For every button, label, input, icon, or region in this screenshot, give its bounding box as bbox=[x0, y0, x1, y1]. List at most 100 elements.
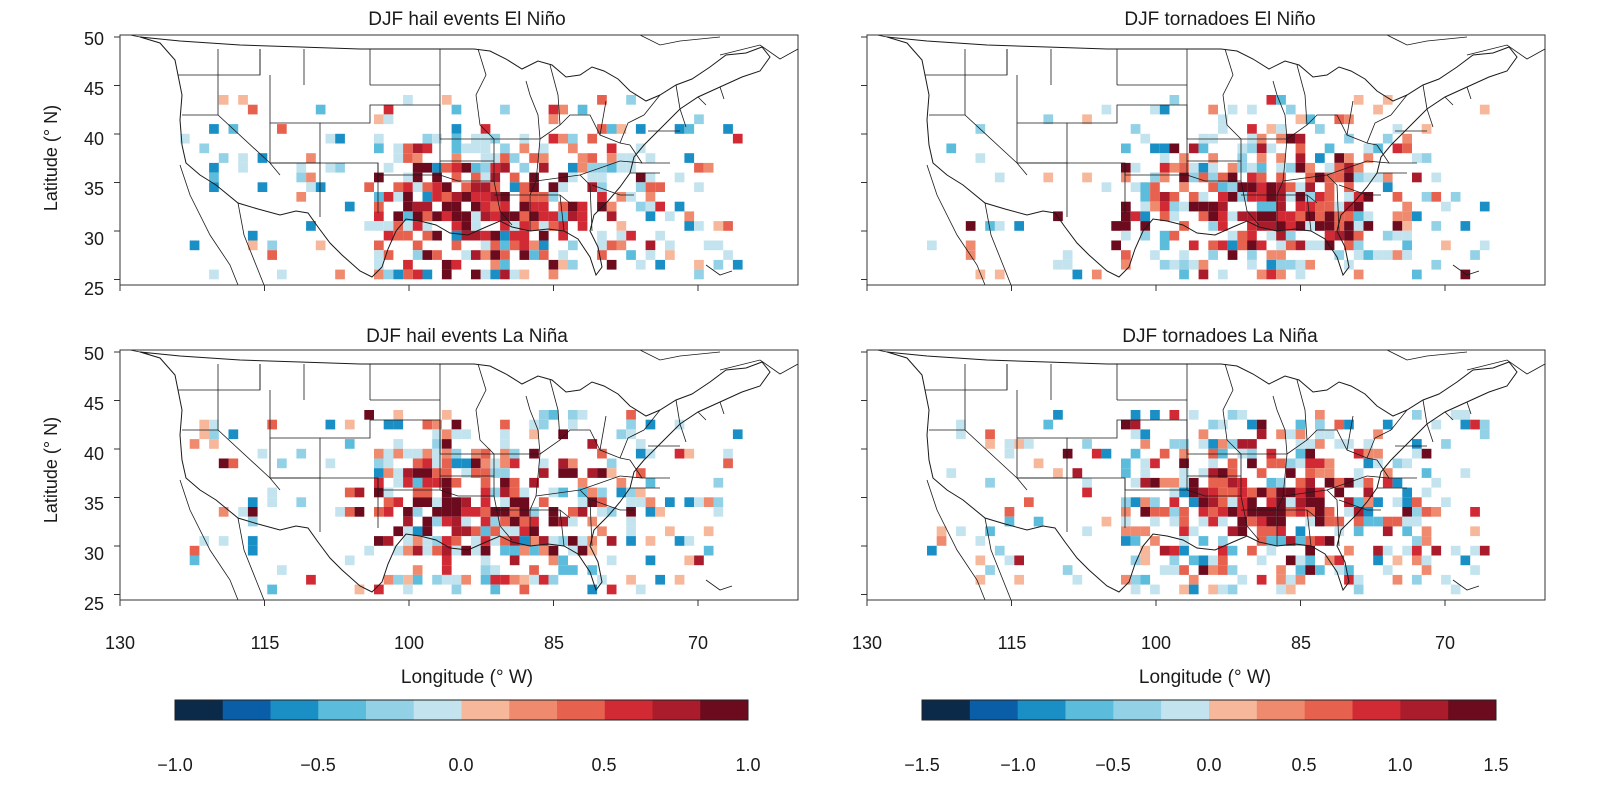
grid-cell bbox=[1266, 487, 1277, 498]
grid-cell bbox=[1266, 269, 1277, 280]
grid-cell bbox=[538, 497, 549, 507]
grid-cell bbox=[616, 429, 627, 440]
grid-cell bbox=[684, 555, 695, 566]
grid-cell bbox=[606, 458, 617, 469]
grid-cell bbox=[1227, 545, 1238, 556]
grid-cell bbox=[1140, 133, 1151, 144]
grid-cell bbox=[635, 201, 646, 212]
lon-tick-label: 130 bbox=[105, 633, 135, 653]
grid-cell bbox=[1227, 507, 1238, 517]
grid-cell bbox=[441, 269, 452, 280]
grid-cell bbox=[461, 182, 471, 192]
grid-cell bbox=[325, 162, 336, 173]
grid-cell bbox=[1150, 143, 1160, 154]
grid-cell bbox=[1392, 192, 1403, 202]
grid-cell bbox=[1402, 526, 1412, 537]
grid-cell bbox=[1247, 162, 1257, 173]
grid-cell bbox=[1382, 95, 1393, 105]
grid-cell bbox=[1392, 574, 1403, 585]
grid-cell bbox=[1130, 574, 1141, 585]
grid-cell bbox=[1130, 410, 1141, 420]
grid-cell bbox=[500, 230, 510, 241]
grid-cell bbox=[451, 211, 462, 222]
grid-cell bbox=[538, 574, 549, 585]
grid-cell bbox=[451, 104, 462, 115]
grid-cell bbox=[199, 429, 210, 440]
grid-cell bbox=[461, 192, 471, 202]
grid-cell bbox=[548, 114, 559, 125]
grid-cell bbox=[432, 448, 442, 459]
grid-cell bbox=[558, 182, 568, 192]
grid-cell bbox=[665, 497, 675, 507]
grid-cell bbox=[1295, 182, 1306, 192]
grid-cell bbox=[577, 104, 588, 115]
grid-cell bbox=[1373, 516, 1383, 527]
grid-cell bbox=[1159, 162, 1170, 173]
grid-cell bbox=[451, 419, 462, 430]
grid-cell bbox=[403, 259, 413, 270]
grid-cell bbox=[500, 104, 510, 115]
grid-cell bbox=[1266, 497, 1277, 507]
grid-cell bbox=[1198, 439, 1209, 449]
grid-cell bbox=[1227, 468, 1238, 478]
grid-cell bbox=[1266, 545, 1277, 556]
grid-cell bbox=[1198, 487, 1209, 498]
grid-cell bbox=[529, 536, 539, 546]
map-content bbox=[876, 35, 1545, 285]
grid-cell bbox=[1188, 259, 1199, 270]
grid-cell bbox=[403, 182, 413, 192]
grid-cell bbox=[1295, 477, 1306, 488]
grid-cell bbox=[1159, 545, 1170, 556]
grid-cell bbox=[1324, 143, 1335, 154]
colorbar-frame bbox=[921, 699, 1497, 721]
grid-cell bbox=[364, 221, 374, 231]
grid-cell bbox=[1121, 458, 1131, 469]
grid-cell bbox=[1295, 221, 1306, 231]
grid-cell bbox=[432, 230, 442, 241]
grid-cell bbox=[1315, 487, 1325, 498]
colorbar-tick-label: −1.0 bbox=[157, 755, 193, 775]
grid-cell bbox=[1256, 221, 1267, 231]
grid-cell bbox=[1392, 477, 1403, 488]
grid-cell bbox=[1247, 104, 1257, 115]
grid-cell bbox=[1198, 192, 1209, 202]
grid-cell bbox=[403, 468, 413, 478]
grid-cell bbox=[1256, 429, 1267, 440]
grid-cell bbox=[383, 497, 394, 507]
grid-cell bbox=[956, 419, 966, 430]
grid-cell bbox=[1266, 143, 1277, 154]
grid-cell bbox=[1479, 240, 1490, 251]
lon-tick-label: 100 bbox=[1141, 633, 1171, 653]
lon-tick-label: 130 bbox=[852, 633, 882, 653]
grid-cell bbox=[519, 162, 530, 173]
map-frame bbox=[866, 34, 1546, 286]
grid-cell bbox=[374, 448, 384, 459]
grid-cell bbox=[383, 104, 394, 115]
grid-cell bbox=[1237, 439, 1248, 449]
axis-ticks bbox=[861, 36, 1446, 291]
grid-cell bbox=[480, 507, 491, 517]
grid-cell bbox=[451, 477, 462, 488]
grid-cell bbox=[1285, 536, 1296, 546]
grid-cell bbox=[1121, 516, 1131, 527]
grid-cell bbox=[238, 162, 248, 173]
grid-cell bbox=[374, 269, 384, 280]
grid-cell bbox=[374, 201, 384, 212]
grid-cell bbox=[703, 240, 714, 251]
grid-cell bbox=[1276, 429, 1286, 440]
grid-cell bbox=[1208, 584, 1218, 595]
grid-cell bbox=[558, 250, 568, 260]
grid-cell bbox=[1353, 516, 1364, 527]
grid-cell bbox=[1014, 574, 1024, 585]
grid-cell bbox=[1140, 468, 1151, 478]
grid-cell bbox=[1237, 153, 1248, 163]
grid-cell bbox=[1072, 574, 1083, 585]
grid-cell bbox=[441, 182, 452, 192]
grid-cell bbox=[1218, 419, 1228, 430]
grid-cell bbox=[1169, 565, 1180, 575]
grid-cell bbox=[713, 507, 724, 517]
colorbar-swatches bbox=[921, 699, 1497, 721]
grid-cell bbox=[577, 477, 588, 488]
grid-cell bbox=[432, 192, 442, 202]
grid-cell bbox=[684, 448, 695, 459]
